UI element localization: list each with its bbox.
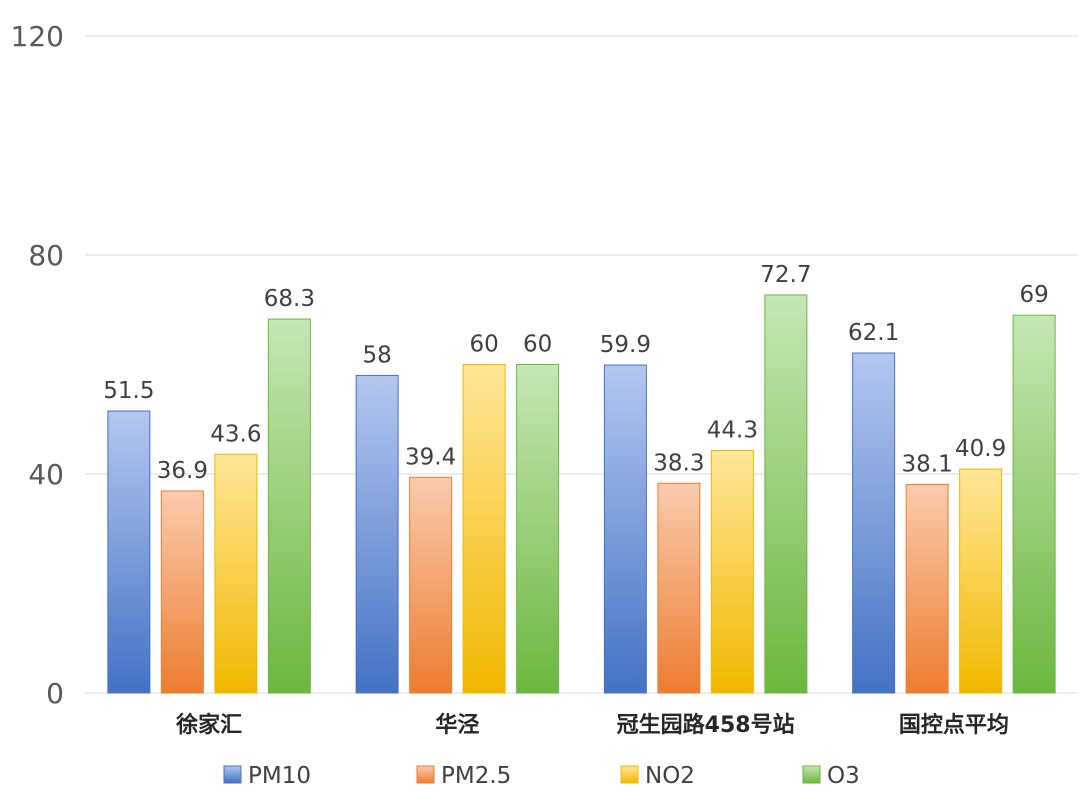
bar-o3-0 [267,318,311,694]
legend-swatch [223,765,242,784]
y-tick-label: 40 [28,458,64,491]
x-axis-categories: 徐家汇 华泾 冠生园路458号站 国控点平均 [175,712,1009,738]
y-tick-label: 80 [28,239,64,272]
data-label: 60 [523,332,552,358]
legend-label: PM10 [248,763,311,789]
y-tick-label: 0 [46,677,64,710]
category-label: 徐家汇 [175,712,242,738]
category-label: 冠生园路458号站 [617,712,795,738]
bar-no2-0 [214,453,258,694]
bar-o3-2 [764,294,808,694]
data-label: 69 [1019,282,1048,308]
data-label: 40.9 [955,436,1006,462]
bar-pm10-1 [355,374,399,694]
legend-swatch [802,765,821,784]
bar-no2-1 [462,364,506,694]
legend-swatch [416,765,435,784]
legend: PM10 PM2.5 NO2 O3 [223,763,860,789]
data-label: 62.1 [848,320,899,346]
bar-pm25-3 [905,483,949,694]
data-label: 38.3 [653,450,704,476]
data-labels: 51.5 36.943.6 68.3 58 39.4 60 60 59.9 38.344.3 72… [103,262,1049,484]
bar-o3-3 [1012,314,1056,694]
bar-pm10-2 [603,364,647,694]
legend-swatch [620,765,639,784]
bar-no2-2 [710,449,754,694]
data-label: 58 [362,342,391,368]
bar-pm25-1 [409,476,453,694]
data-label: 72.7 [760,262,811,288]
bar-no2-3 [959,468,1003,694]
legend-label: PM2.5 [441,763,511,789]
data-label: 51.5 [103,378,154,404]
y-axis-ticks: 0 40 80 120 [11,20,64,710]
legend-label: NO2 [645,763,695,789]
data-label: 44.3 [707,417,758,443]
bars [107,294,1056,694]
data-label: 68.3 [264,286,315,312]
legend-label: O3 [827,763,860,789]
data-label: 38.1 [902,451,953,477]
category-label: 国控点平均 [899,712,1009,738]
data-label: 36.9 [157,458,208,484]
bar-o3-1 [516,364,560,694]
y-tick-label: 120 [11,20,64,53]
bar-pm25-0 [160,490,204,694]
data-label: 59.9 [600,332,651,358]
data-label: 60 [469,332,498,358]
bar-pm10-0 [107,410,151,694]
bar-pm10-3 [852,352,896,694]
category-label: 华泾 [435,712,479,738]
data-label: 39.4 [405,444,456,470]
data-label: 43.6 [210,421,261,447]
bar-pm25-2 [657,482,701,694]
